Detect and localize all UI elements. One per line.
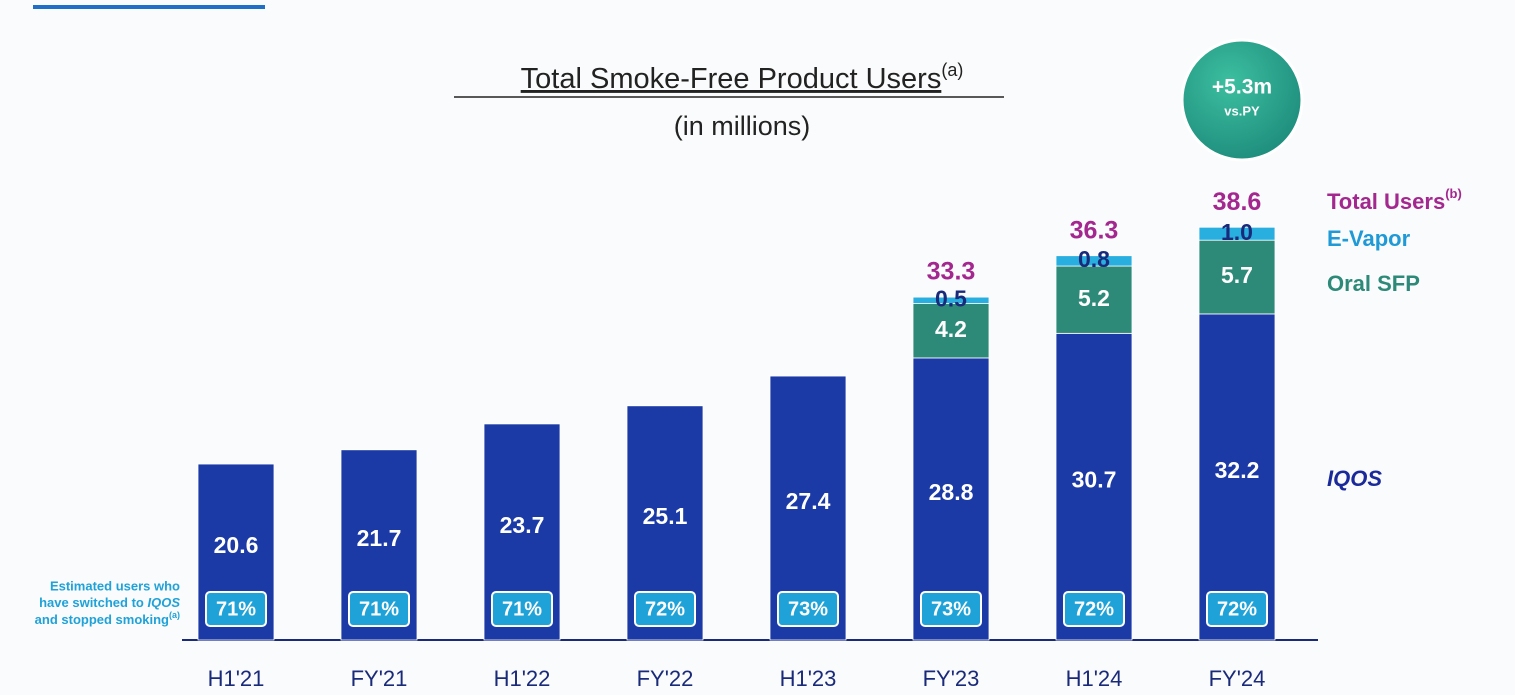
value-label: 1.0: [1221, 219, 1253, 245]
x-tick-label: FY'24: [1209, 666, 1266, 691]
share-box: [1063, 591, 1125, 627]
value-label: 25.1: [643, 503, 688, 529]
note-text: and stopped smoking: [35, 612, 169, 627]
badge-value: +5.3m: [1212, 76, 1272, 99]
x-tick-label: FY'21: [351, 666, 408, 691]
value-label: 27.4: [786, 488, 831, 514]
share-box: [491, 591, 553, 627]
share-label: 72%: [1074, 598, 1114, 620]
note-em: IQOS: [147, 595, 180, 610]
share-label: 71%: [359, 598, 399, 620]
value-label: 28.8: [929, 479, 974, 505]
share-label: 72%: [1217, 598, 1257, 620]
share-box: [777, 591, 839, 627]
share-box: [634, 591, 696, 627]
note-line: and stopped smoking(a): [35, 610, 180, 627]
share-label: 73%: [931, 598, 971, 620]
bar-segment: [1198, 239, 1276, 315]
note: Estimated users who have switched to IQO…: [35, 578, 181, 627]
chart-title: Total Smoke-Free Product Users(a): [521, 60, 964, 95]
legend-entry: IQOS: [1327, 466, 1382, 491]
note-text: have switched to: [39, 595, 144, 610]
legend-total-name: Total Users: [1327, 189, 1445, 214]
badge: [1180, 38, 1304, 162]
legend-entry: Oral SFP: [1327, 271, 1420, 296]
chart-subtitle: (in millions): [674, 111, 811, 141]
share-label: 71%: [502, 598, 542, 620]
note-line: Estimated users who: [50, 578, 180, 593]
x-tick-label: FY'23: [923, 666, 980, 691]
legend-total: Total Users(b): [1327, 186, 1462, 213]
total-label: 38.6: [1213, 188, 1262, 216]
x-tick-label: H1'21: [208, 666, 265, 691]
title-sup: (a): [941, 60, 963, 80]
share-label: 71%: [216, 598, 256, 620]
bar-segment: [1055, 255, 1133, 267]
value-label: 5.7: [1221, 262, 1253, 288]
bar-segment: [1198, 226, 1276, 241]
value-label: 23.7: [500, 512, 545, 538]
value-label: 4.2: [935, 316, 967, 342]
badge-label: vs.PY: [1224, 103, 1260, 118]
value-label: 5.2: [1078, 285, 1110, 311]
x-tick-label: FY'22: [637, 666, 694, 691]
share-box: [205, 591, 267, 627]
value-label: 20.6: [214, 532, 259, 558]
value-label: 21.7: [357, 525, 402, 551]
x-tick-label: H1'23: [780, 666, 837, 691]
value-label: 0.8: [1078, 246, 1110, 272]
total-label: 33.3: [927, 258, 976, 286]
header-rule: [33, 5, 265, 9]
share-box: [920, 591, 982, 627]
x-tick-label: H1'22: [494, 666, 551, 691]
value-label: 0.5: [935, 285, 967, 311]
value-label: 30.7: [1072, 467, 1117, 493]
note-sup: (a): [169, 610, 180, 620]
total-label: 36.3: [1070, 216, 1119, 244]
bar-segment: [1055, 265, 1133, 334]
bar-segment: [912, 296, 990, 304]
x-tick-label: H1'24: [1066, 666, 1123, 691]
bar-segment: [1198, 313, 1276, 641]
share-label: 73%: [788, 598, 828, 620]
share-label: 72%: [645, 598, 685, 620]
bar-segment: [1055, 332, 1133, 641]
title-text: Total Smoke-Free Product Users: [521, 63, 942, 95]
legend-total-sup: (b): [1445, 186, 1462, 201]
bar-segment: [912, 303, 990, 359]
value-label: 32.2: [1215, 457, 1260, 483]
legend-entry: E-Vapor: [1327, 226, 1411, 251]
share-box: [348, 591, 410, 627]
share-box: [1206, 591, 1268, 627]
note-line: have switched to IQOS: [39, 595, 180, 610]
